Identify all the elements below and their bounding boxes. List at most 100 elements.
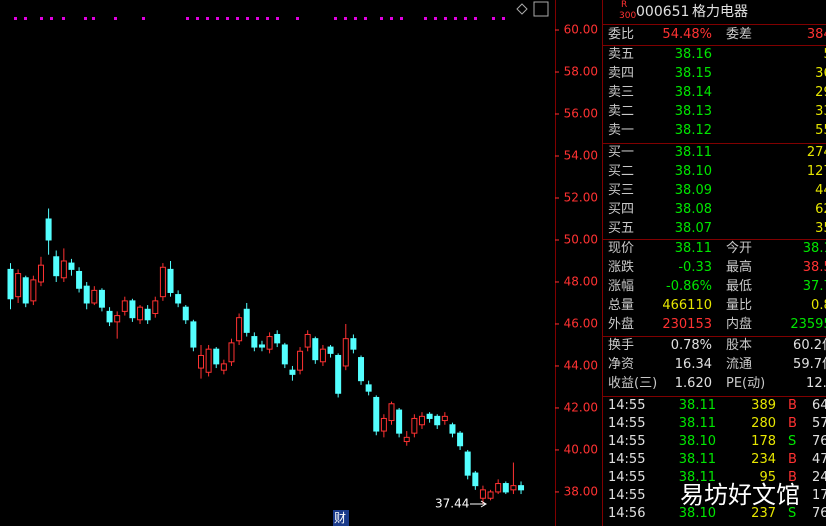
- candle-body: [403, 436, 410, 443]
- candle-body: [449, 424, 456, 434]
- candle-body: [365, 384, 372, 392]
- trade-count: 76: [812, 434, 826, 449]
- label: 总量: [608, 298, 635, 313]
- value: 54.48%: [662, 27, 712, 42]
- candle-body: [335, 354, 342, 394]
- volume: 2746: [806, 145, 826, 160]
- volume: 364: [815, 66, 826, 81]
- trade-time: 14:55: [608, 488, 646, 503]
- candle-body: [342, 338, 349, 367]
- footer-tag: 财: [334, 511, 347, 525]
- value: 466110: [662, 298, 712, 313]
- label: 收益(三): [608, 376, 658, 391]
- separator: [603, 396, 826, 397]
- y-tick-label: 48.00: [564, 274, 598, 288]
- event-markers: [14, 17, 505, 20]
- trade-side: B: [788, 470, 797, 485]
- value: 38.10: [802, 241, 826, 256]
- trade-price: 38.11: [678, 416, 716, 431]
- separator: [603, 45, 826, 46]
- price: 38.08: [674, 202, 712, 217]
- price: 38.09: [674, 183, 712, 198]
- candle-body: [510, 485, 517, 491]
- kline-chart: 38.00 40.00 42.00 44.00 46.00 48.00 50.00 52.00…: [7, 0, 603, 526]
- candle-body: [152, 300, 159, 314]
- value: 16.34: [674, 357, 712, 372]
- trade-count: 17: [812, 488, 826, 503]
- trade-time: 14:55: [608, 398, 646, 413]
- candle-body: [22, 277, 29, 304]
- candle-body: [83, 285, 90, 304]
- candle-body: [319, 348, 326, 363]
- candle-body: [30, 279, 37, 302]
- candle-body: [144, 308, 151, 321]
- candle-body: [121, 300, 128, 312]
- price: 38.13: [674, 104, 712, 119]
- value: 3840: [806, 27, 826, 42]
- badge: 300: [619, 11, 637, 21]
- label: 量比: [726, 298, 753, 313]
- candle-body: [45, 218, 52, 241]
- candle-body: [76, 270, 83, 289]
- candle-body: [266, 336, 273, 350]
- price: 38.14: [674, 85, 712, 100]
- y-tick-label: 56.00: [564, 107, 598, 121]
- y-tick-label: 58.00: [564, 65, 598, 79]
- candle-body: [327, 346, 334, 354]
- separator: [603, 336, 826, 337]
- candle-body: [373, 396, 380, 432]
- label: 卖二: [608, 104, 635, 119]
- value: 38.53: [802, 260, 826, 275]
- badge: R: [621, 0, 628, 10]
- candle-body: [228, 342, 235, 363]
- label: 买三: [608, 183, 635, 198]
- candle-body: [495, 483, 502, 493]
- label: 换手: [608, 338, 635, 353]
- candle-body: [68, 262, 75, 270]
- tag-box: [333, 510, 349, 526]
- diamond-icon[interactable]: [516, 3, 528, 15]
- candle-body: [198, 354, 204, 369]
- trade-volume: 280: [751, 416, 776, 431]
- label: 买四: [608, 202, 635, 217]
- price: 38.10: [674, 164, 712, 179]
- window-icon[interactable]: [533, 1, 549, 17]
- watermark: 易坊好文馆: [680, 481, 800, 509]
- candle-body: [137, 306, 144, 321]
- separator: [603, 24, 826, 25]
- candle-body: [418, 415, 425, 426]
- label: 委比: [608, 27, 635, 42]
- separator: [603, 143, 826, 144]
- candle-body: [518, 485, 525, 491]
- value: -0.86%: [666, 279, 712, 294]
- candle-body: [426, 413, 433, 419]
- candle-body: [304, 333, 311, 348]
- candle-body: [274, 333, 281, 344]
- volume: 295: [815, 85, 826, 100]
- candle-body: [243, 308, 250, 333]
- value: 0.78%: [670, 338, 712, 353]
- candle-body: [258, 344, 265, 348]
- label: 最高: [726, 260, 753, 275]
- label: 最低: [726, 279, 753, 294]
- label: 委差: [726, 27, 753, 42]
- candle-body: [297, 350, 304, 371]
- candle-body: [434, 415, 441, 426]
- label: 卖三: [608, 85, 635, 100]
- value: 59.7亿: [793, 357, 826, 372]
- value: 37.72: [802, 279, 826, 294]
- trade-count: 57: [812, 416, 826, 431]
- candle-body: [213, 348, 220, 365]
- label: PE(动): [726, 376, 766, 391]
- label: 涨幅: [608, 279, 635, 294]
- volume: 556: [815, 123, 826, 138]
- label: 卖四: [608, 66, 635, 81]
- candle-body: [464, 451, 471, 476]
- candle-body: [129, 300, 136, 319]
- trade-count: 24: [812, 470, 826, 485]
- candle-body: [15, 273, 22, 298]
- y-tick-label: 54.00: [564, 149, 598, 163]
- trade-volume: 178: [751, 434, 776, 449]
- candle-body: [236, 317, 243, 342]
